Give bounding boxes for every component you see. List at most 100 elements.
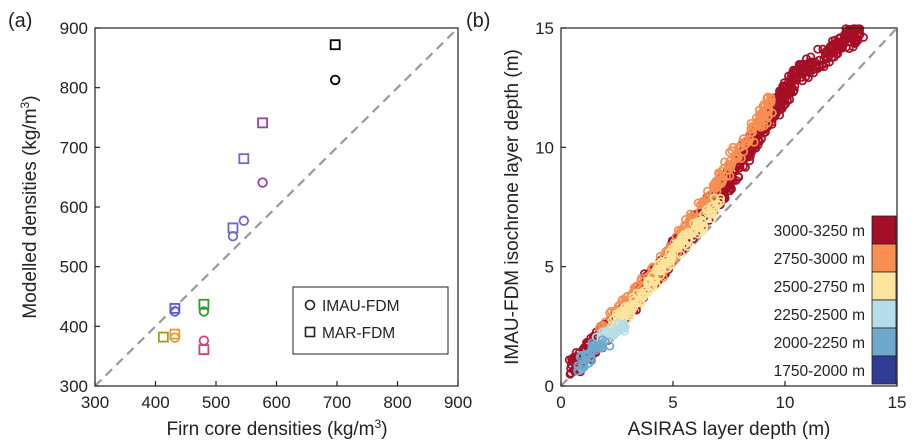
point-b (586, 347, 596, 357)
point-b (803, 73, 813, 83)
y-tick-label-a: 600 (60, 198, 88, 217)
x-axis-label-a: Firn core densities (kg/m3) (166, 417, 387, 440)
point-b (578, 359, 588, 369)
point-b (673, 244, 683, 254)
point-b (731, 154, 741, 164)
point-mar-fdm (227, 222, 239, 234)
legend-entry-b: 2750-3000 m (774, 251, 865, 268)
y-tick-label-a: 500 (60, 258, 88, 277)
point-b (741, 139, 751, 149)
point-b (717, 166, 726, 176)
legend-swatch-b (871, 327, 897, 357)
point-b (786, 88, 795, 98)
point-b (844, 25, 854, 35)
point-b (581, 352, 591, 362)
x-tick-label-a: 700 (323, 393, 351, 412)
point-b (764, 98, 774, 108)
point-b (715, 197, 725, 207)
tick-group-b: 0 5 10 15 0 5 10 15 (535, 19, 906, 412)
point-mar-fdm (169, 303, 181, 314)
point-b (788, 66, 798, 76)
series-2000-2250m (573, 335, 615, 376)
y-tick-label-b: 15 (535, 19, 554, 38)
point-b (648, 281, 658, 291)
point-b (600, 336, 610, 346)
y-tick-label-a: 400 (60, 317, 88, 336)
point-b (737, 138, 747, 148)
legend-entry-b: 3000-3250 m (774, 223, 865, 240)
point-b (695, 200, 705, 210)
tick-group-a: 300 400 500 600 700 800 900 300 400 500 600 700 800 9… (60, 19, 473, 412)
point-b (807, 57, 817, 67)
point-b (738, 161, 748, 171)
point-imau-fdm (198, 306, 210, 317)
y-tick-label-a: 300 (60, 377, 88, 396)
point-b (780, 87, 790, 97)
point-b (727, 158, 737, 168)
point-b (620, 323, 629, 333)
point-imau-fdm (169, 332, 181, 343)
point-imau-fdm (329, 74, 341, 86)
point-b (810, 57, 820, 67)
point-b (797, 72, 807, 82)
point-b (716, 194, 726, 203)
legend-entry-imau: IMAU-FDM (322, 298, 400, 315)
legend-entry-b: 2000-2250 m (774, 335, 865, 352)
one-to-one-line-a (94, 27, 459, 387)
point-b (692, 229, 702, 239)
x-tick-label-a: 400 (141, 393, 169, 412)
point-b (840, 32, 850, 42)
point-mar-fdm (257, 117, 268, 129)
point-b (699, 224, 709, 234)
point-b (565, 369, 575, 379)
x-axis-label-a-sup: 3 (375, 417, 382, 431)
point-imau-fdm (238, 215, 250, 226)
x-tick-label-b: 10 (776, 393, 795, 412)
y-axis-label-a: Modelled densities (kg/m3) (18, 95, 41, 318)
legend-entry-b: 2500-2750 m (774, 279, 865, 296)
x-tick-label-b: 15 (888, 393, 907, 412)
legend-swatch-b (871, 355, 897, 385)
y-axis-label-a-main: Modelled densities (kg/m (20, 108, 41, 318)
points-a (157, 39, 341, 356)
point-b (711, 179, 721, 189)
x-tick-label-b: 5 (668, 393, 677, 412)
point-b (716, 171, 726, 180)
y-tick-label-b: 10 (535, 138, 554, 157)
point-b (625, 301, 635, 311)
x-tick-label-a: 600 (262, 393, 290, 412)
y-tick-label-a: 800 (60, 79, 88, 98)
legend-swatch-b (871, 299, 897, 329)
point-b (608, 329, 618, 338)
legend-marker-circle (304, 299, 316, 311)
legend-entry-mar: MAR-FDM (322, 325, 395, 342)
point-b (667, 254, 677, 264)
point-mar-fdm (198, 298, 210, 310)
legend-swatch-b (871, 215, 897, 245)
point-b (657, 257, 667, 267)
x-tick-label-a: 300 (81, 393, 109, 412)
y-axis-label-a-end: ) (20, 95, 41, 101)
legend-swatch-b (871, 243, 897, 273)
x-axis-label-b: ASIRAS layer depth (m) (628, 419, 831, 440)
point-b (849, 30, 859, 40)
panel-label-b: (b) (466, 10, 490, 32)
point-b (614, 324, 624, 334)
point-b (651, 280, 661, 290)
x-tick-label-b: 0 (556, 393, 565, 412)
point-mar-fdm (169, 328, 181, 340)
legend-box-a (292, 286, 449, 355)
x-axis-label-a-end: ) (381, 419, 387, 440)
point-b (797, 63, 806, 73)
point-imau-fdm (198, 335, 210, 346)
point-b (763, 111, 773, 121)
point-b (829, 52, 839, 62)
legend-entry-b: 2250-2500 m (774, 307, 865, 324)
point-b (592, 342, 602, 352)
y-tick-label-b: 5 (545, 258, 554, 277)
y-axis-label-b: IMAU-FDM isochrone layer depth (m) (502, 49, 523, 365)
point-b (722, 171, 732, 181)
y-tick-label-a: 900 (60, 19, 88, 38)
